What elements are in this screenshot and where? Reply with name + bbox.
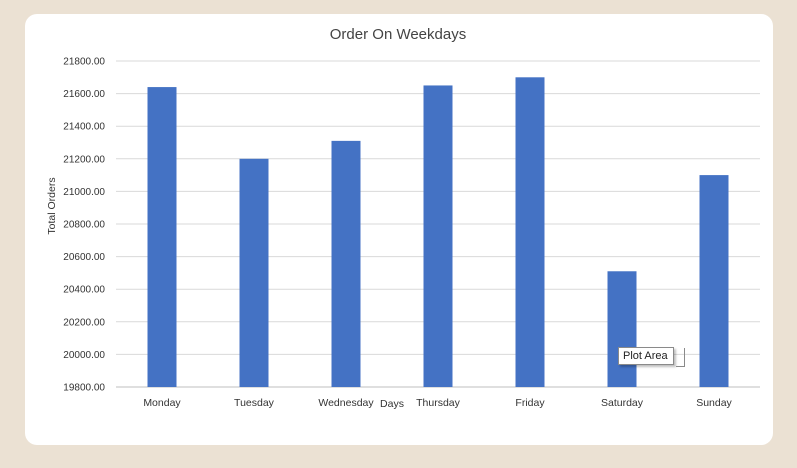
- y-tick-label: 20000.00: [63, 350, 105, 361]
- plot-area-tooltip: Plot Area: [618, 347, 674, 365]
- y-tick-label: 20200.00: [63, 317, 105, 328]
- x-tick-label: Friday: [515, 397, 545, 409]
- bar-thursday[interactable]: [423, 85, 453, 387]
- x-tick-label: Thursday: [416, 397, 461, 409]
- y-tick-label: 20800.00: [63, 220, 105, 231]
- y-tick-label: 20400.00: [63, 285, 105, 296]
- x-axis-ticks: Monday Tuesday Wednesday Thursday Friday Satu…: [143, 397, 732, 409]
- bar-sunday[interactable]: [699, 175, 729, 387]
- chart-title: Order On Weekdays: [330, 26, 466, 43]
- y-tick-label: 21000.00: [63, 187, 105, 198]
- x-tick-label: Sunday: [696, 397, 732, 409]
- x-tick-label: Monday: [143, 397, 181, 409]
- y-tick-label: 20600.00: [63, 252, 105, 263]
- bars[interactable]: [147, 77, 729, 388]
- x-tick-label: Wednesday: [318, 397, 374, 409]
- bar-monday[interactable]: [147, 87, 177, 387]
- x-tick-label: Tuesday: [234, 397, 275, 409]
- y-tick-label: 21600.00: [63, 89, 105, 100]
- bar-friday[interactable]: [515, 77, 545, 388]
- x-tick-label: Saturday: [601, 397, 644, 409]
- tooltip-resize-handle[interactable]: [676, 348, 685, 367]
- bar-wednesday[interactable]: [331, 140, 361, 387]
- x-axis-title: Days: [380, 398, 404, 410]
- y-tick-label: 21400.00: [63, 122, 105, 133]
- bar-saturday[interactable]: [607, 271, 637, 387]
- y-tick-label: 21800.00: [63, 57, 105, 68]
- y-axis-title: Total Orders: [46, 177, 58, 234]
- y-axis-ticks: 19800.00 20000.00 20200.00 20400.00 20600.00…: [63, 57, 105, 394]
- y-tick-label: 19800.00: [63, 383, 105, 394]
- bar-tuesday[interactable]: [239, 158, 269, 387]
- y-tick-label: 21200.00: [63, 154, 105, 165]
